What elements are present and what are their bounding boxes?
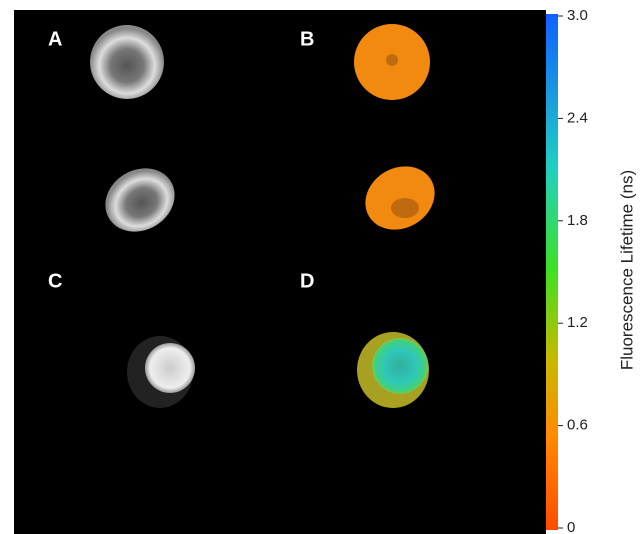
cell-center (386, 54, 398, 66)
colorbar-label: Fluorescence Lifetime (ns) (617, 170, 636, 370)
tick-label: 2.4 (567, 109, 588, 126)
figure: A B C D Fluorescence Lifetime (ns) 0 0.6 1… (0, 0, 644, 534)
panel-label: A (48, 28, 62, 50)
cell-center (391, 198, 419, 218)
panel-label: C (48, 270, 62, 292)
colorbar (546, 14, 558, 530)
image-area (14, 10, 546, 534)
panel-label: B (300, 28, 314, 50)
cell (90, 25, 164, 99)
tick-label: 1.8 (567, 212, 588, 229)
tick-label: 0 (567, 519, 575, 534)
cell-core (372, 338, 428, 394)
panel-label: D (300, 270, 314, 292)
tick-label: 0.6 (567, 417, 588, 434)
tick-label: 1.2 (567, 314, 588, 331)
cell (145, 343, 195, 393)
tick-label: 3.0 (567, 7, 588, 24)
